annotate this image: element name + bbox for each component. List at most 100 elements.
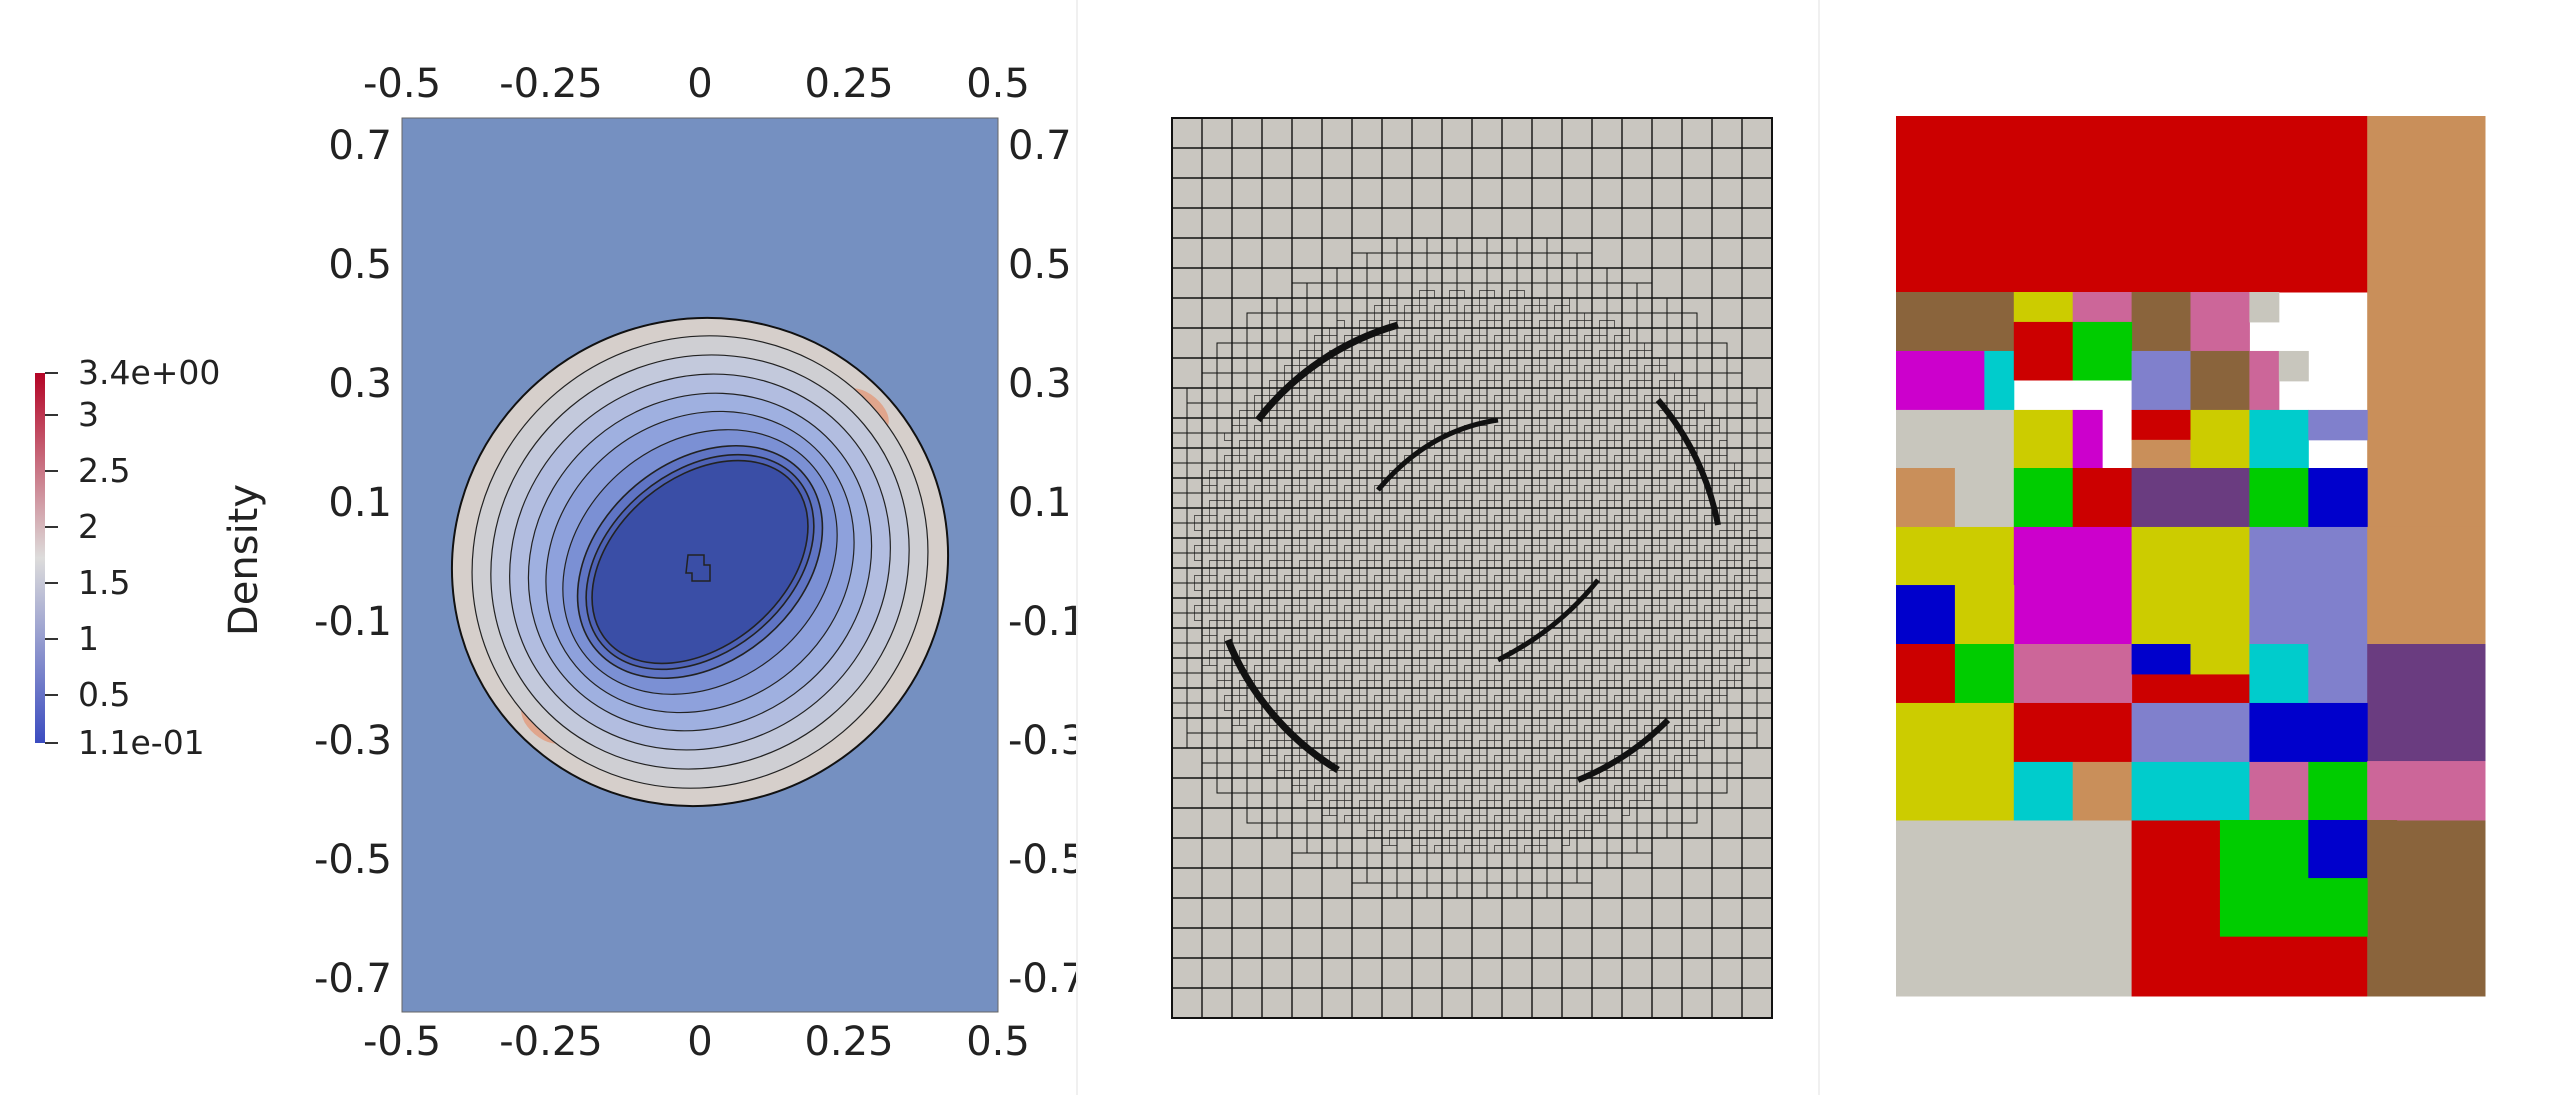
partition-block <box>2013 702 2074 763</box>
partition-block <box>2131 644 2191 675</box>
refined-front <box>1255 321 1399 423</box>
partition-block <box>2131 468 2250 528</box>
partition-block <box>2013 292 2074 323</box>
refined-front <box>1655 398 1721 526</box>
plot-frame <box>401 117 999 1013</box>
partition-block <box>1896 644 1956 704</box>
x-tick-bottom: 0.25 <box>804 1019 893 1065</box>
partition-block <box>2249 350 2280 411</box>
partition-block <box>2131 350 2191 411</box>
refined-front <box>1224 638 1340 773</box>
partition-block <box>2308 409 2368 441</box>
colorbar-label: 1 <box>78 619 99 658</box>
partition-block <box>2249 409 2309 469</box>
partition-block <box>1896 292 2015 352</box>
partition-block <box>2131 761 2250 821</box>
y-tick-right: 0.1 <box>1008 480 1072 526</box>
partition-block <box>2367 526 2486 586</box>
partition-block <box>2249 702 2368 763</box>
partition-block <box>2367 820 2398 997</box>
partition-block <box>2013 468 2074 528</box>
contour-line <box>591 459 809 665</box>
partition-block <box>2249 585 2368 645</box>
contour-line <box>685 554 711 582</box>
mesh-panel <box>1078 0 1818 1095</box>
density-panel: 3.4e+00 3 2.5 2 1.5 1 0.5 1.1e-01 Density -0.5 -0.… <box>0 0 1076 1095</box>
partition-block <box>2308 820 2368 879</box>
partition-block <box>2131 409 2191 441</box>
y-tick-left: 0.3 <box>328 361 392 407</box>
partition-block <box>2367 644 2486 762</box>
partition-block <box>1896 468 1956 528</box>
partition-block <box>2249 644 2309 704</box>
colorbar-label: 1.1e-01 <box>78 723 205 762</box>
colorbar-label: 1.5 <box>78 563 130 602</box>
partition-block <box>1896 526 2015 586</box>
partition-block <box>2249 292 2280 323</box>
partition-block <box>2131 526 2250 645</box>
partition-block <box>2278 350 2309 382</box>
mesh-plot <box>1171 117 1773 1019</box>
refined-front <box>1376 417 1499 492</box>
partition-block <box>1896 350 1985 411</box>
x-tick-top: 0.25 <box>804 61 893 107</box>
partition-block <box>2131 439 2191 469</box>
x-tick-bottom: -0.5 <box>363 1019 441 1065</box>
x-tick-bottom: -0.25 <box>499 1019 603 1065</box>
y-tick-right: -0.5 <box>1008 837 1076 883</box>
y-tick-left: 0.5 <box>328 242 392 288</box>
y-tick-left: 0.7 <box>328 123 392 169</box>
partition-panel <box>1820 0 2561 1095</box>
mesh-lines-fine <box>1194 290 1758 854</box>
partition-block <box>2013 409 2074 469</box>
y-tick-right: 0.3 <box>1008 361 1072 407</box>
x-tick-top: -0.5 <box>363 61 441 107</box>
partition-block <box>1896 409 2015 469</box>
x-tick-top: -0.25 <box>499 61 603 107</box>
partition-block <box>2013 761 2074 821</box>
colorbar-title: Density <box>221 484 267 636</box>
partition-block <box>2308 468 2368 528</box>
partition-block <box>2072 321 2133 381</box>
refined-front <box>1576 717 1671 783</box>
partition-block <box>1954 585 2015 645</box>
partition-block-tan <box>2367 116 2486 539</box>
partition-block <box>2190 409 2250 469</box>
panel-divider <box>1076 0 1078 1095</box>
x-tick-bottom: 0.5 <box>966 1019 1030 1065</box>
partition-block <box>1984 350 2015 411</box>
partition-block <box>2072 761 2133 821</box>
partition-block <box>2367 761 2486 821</box>
colorbar-label: 2.5 <box>78 451 130 490</box>
partition-block <box>2219 820 2309 879</box>
x-tick-top: 0 <box>687 61 712 107</box>
partition-block <box>2072 292 2133 323</box>
y-tick-left: -0.7 <box>314 956 392 1002</box>
colorbar-label: 2 <box>78 507 99 546</box>
x-tick-bottom: 0 <box>687 1019 712 1065</box>
partition-block <box>2072 468 2133 528</box>
y-tick-left: -0.1 <box>314 599 392 645</box>
partition-block <box>2131 702 2250 763</box>
partition-plot <box>1896 116 2486 997</box>
y-tick-right: -0.1 <box>1008 599 1076 645</box>
partition-block <box>2249 526 2368 586</box>
y-tick-right: -0.7 <box>1008 956 1076 1002</box>
refined-front <box>1496 578 1600 663</box>
y-tick-left: -0.3 <box>314 718 392 764</box>
mesh-frame <box>1171 117 1773 1019</box>
colorbar-label: 0.5 <box>78 675 130 714</box>
partition-block <box>1954 644 2015 704</box>
partition-block <box>2308 644 2368 704</box>
partition-block <box>2249 761 2309 821</box>
panel-divider <box>1818 0 1820 1095</box>
partition-block <box>2131 292 2191 352</box>
colorbar-label: 3.4e+00 <box>78 353 220 392</box>
colorbar-label: 3 <box>78 395 99 434</box>
partition-block <box>2308 761 2368 821</box>
y-tick-left: 0.1 <box>328 480 392 526</box>
partition-block <box>2013 321 2074 381</box>
colorbar <box>35 373 45 743</box>
partition-block <box>2013 644 2133 704</box>
y-tick-right: 0.5 <box>1008 242 1072 288</box>
